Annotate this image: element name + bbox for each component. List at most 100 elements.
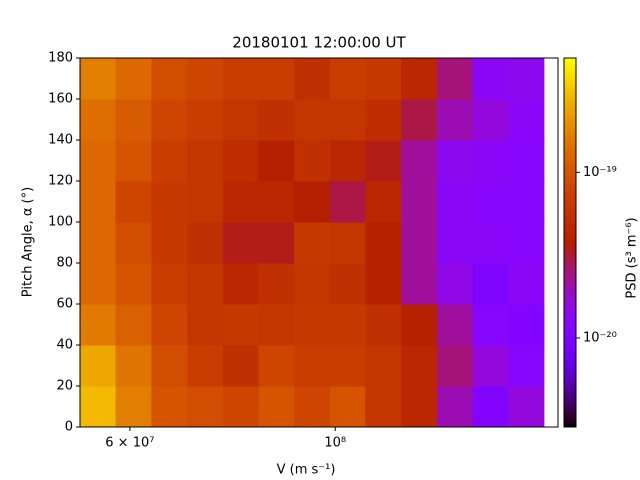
colorbar-step: [564, 122, 576, 127]
colorbar-step: [564, 199, 576, 204]
heatmap-cell: [437, 222, 474, 264]
colorbar-step: [564, 168, 576, 173]
heatmap-cell: [258, 222, 295, 264]
heatmap-cell: [330, 386, 366, 428]
heatmap-cell: [508, 58, 545, 100]
colorbar-step: [564, 205, 576, 210]
colorbar-step: [564, 147, 576, 151]
colorbar-step: [564, 396, 576, 400]
colorbar-step: [564, 141, 576, 145]
x-tick-label: 10⁸: [324, 436, 346, 451]
heatmap-cell: [401, 345, 438, 387]
colorbar-step: [564, 134, 576, 139]
colorbar-step: [564, 171, 576, 176]
heatmap-cell: [187, 386, 224, 428]
heatmap-cell: [80, 140, 117, 182]
heatmap-cell: [437, 304, 474, 346]
colorbar-step: [564, 156, 576, 160]
colorbar-step: [564, 242, 576, 247]
colorbar-step: [564, 257, 576, 262]
colorbar-step: [564, 233, 576, 237]
colorbar-step: [564, 417, 576, 422]
heatmap-cell: [294, 99, 331, 141]
heatmap-cell: [151, 222, 188, 264]
colorbar-step: [564, 119, 576, 124]
colorbar-step: [564, 294, 576, 299]
colorbar-step: [564, 174, 576, 179]
heatmap-cell: [187, 222, 224, 264]
heatmap-cell: [330, 181, 366, 223]
heatmap-cell: [151, 304, 188, 346]
y-tick-label: 80: [56, 256, 73, 271]
heatmap-cell: [437, 181, 474, 223]
heatmap-cell: [508, 345, 545, 387]
heatmap-cell: [330, 345, 366, 387]
colorbar-step: [564, 107, 576, 111]
heatmap-cell: [401, 58, 438, 100]
colorbar-step: [564, 383, 576, 388]
y-tick-label: 100: [48, 215, 73, 230]
colorbar-step: [564, 110, 576, 114]
heatmap-cell: [330, 58, 366, 100]
colorbar-step: [564, 365, 576, 370]
heatmap-cell: [187, 263, 224, 305]
heatmap-cell: [187, 345, 224, 387]
colorbar-step: [564, 334, 576, 339]
colorbar-step: [564, 211, 576, 216]
colorbar-step: [564, 97, 576, 102]
colorbar-step: [564, 131, 576, 136]
heatmap-cell: [508, 99, 545, 141]
heatmap-cell: [365, 345, 402, 387]
heatmap-cell: [472, 99, 509, 141]
x-axis-label: V (m s⁻¹): [277, 463, 336, 478]
colorbar-step: [564, 356, 576, 360]
colorbar-step: [564, 70, 576, 74]
heatmap-cell: [258, 304, 295, 346]
heatmap-cell: [222, 263, 259, 305]
colorbar-step: [564, 347, 576, 351]
colorbar-step: [564, 353, 576, 357]
colorbar-step: [564, 144, 576, 148]
heatmap-cell: [330, 99, 366, 141]
colorbar-step: [564, 319, 576, 323]
colorbar-step: [564, 420, 576, 425]
colorbar-step: [564, 279, 576, 283]
heatmap-cell: [151, 58, 188, 100]
colorbar-step: [564, 224, 576, 228]
heatmap-cell: [115, 304, 152, 346]
colorbar-label: PSD (s³ m⁻⁶): [625, 217, 640, 298]
colorbar-step: [564, 227, 576, 231]
heatmap-cell: [401, 304, 438, 346]
heatmap-cell: [437, 345, 474, 387]
heatmap-cell: [258, 345, 295, 387]
colorbar-step: [564, 340, 576, 345]
y-tick-label: 40: [56, 338, 73, 353]
colorbar-step: [564, 193, 576, 197]
colorbar-step: [564, 291, 576, 296]
colorbar-step: [564, 380, 576, 385]
heatmap-cell: [115, 386, 152, 428]
colorbar-step: [564, 79, 576, 84]
heatmap-cell: [472, 304, 509, 346]
colorbar-step: [564, 322, 576, 327]
heatmap-cell: [472, 222, 509, 264]
heatmap-cell: [151, 99, 188, 141]
heatmap-cell: [80, 345, 117, 387]
colorbar-tick-label: 10⁻¹⁹: [583, 165, 617, 180]
colorbar-step: [564, 273, 576, 277]
heatmap-cell: [508, 222, 545, 264]
heatmap-cell: [151, 386, 188, 428]
heatmap-cell: [294, 181, 331, 223]
heatmap-cell: [80, 181, 117, 223]
heatmap-cell: [472, 386, 509, 428]
colorbar-step: [564, 159, 576, 164]
colorbar-step: [564, 128, 576, 133]
heatmap-cell: [222, 58, 259, 100]
heatmap-cell: [258, 140, 295, 182]
colorbar-step: [564, 331, 576, 336]
heatmap-cell: [294, 304, 331, 346]
colorbar-step: [564, 350, 576, 354]
colorbar-step: [564, 343, 576, 348]
